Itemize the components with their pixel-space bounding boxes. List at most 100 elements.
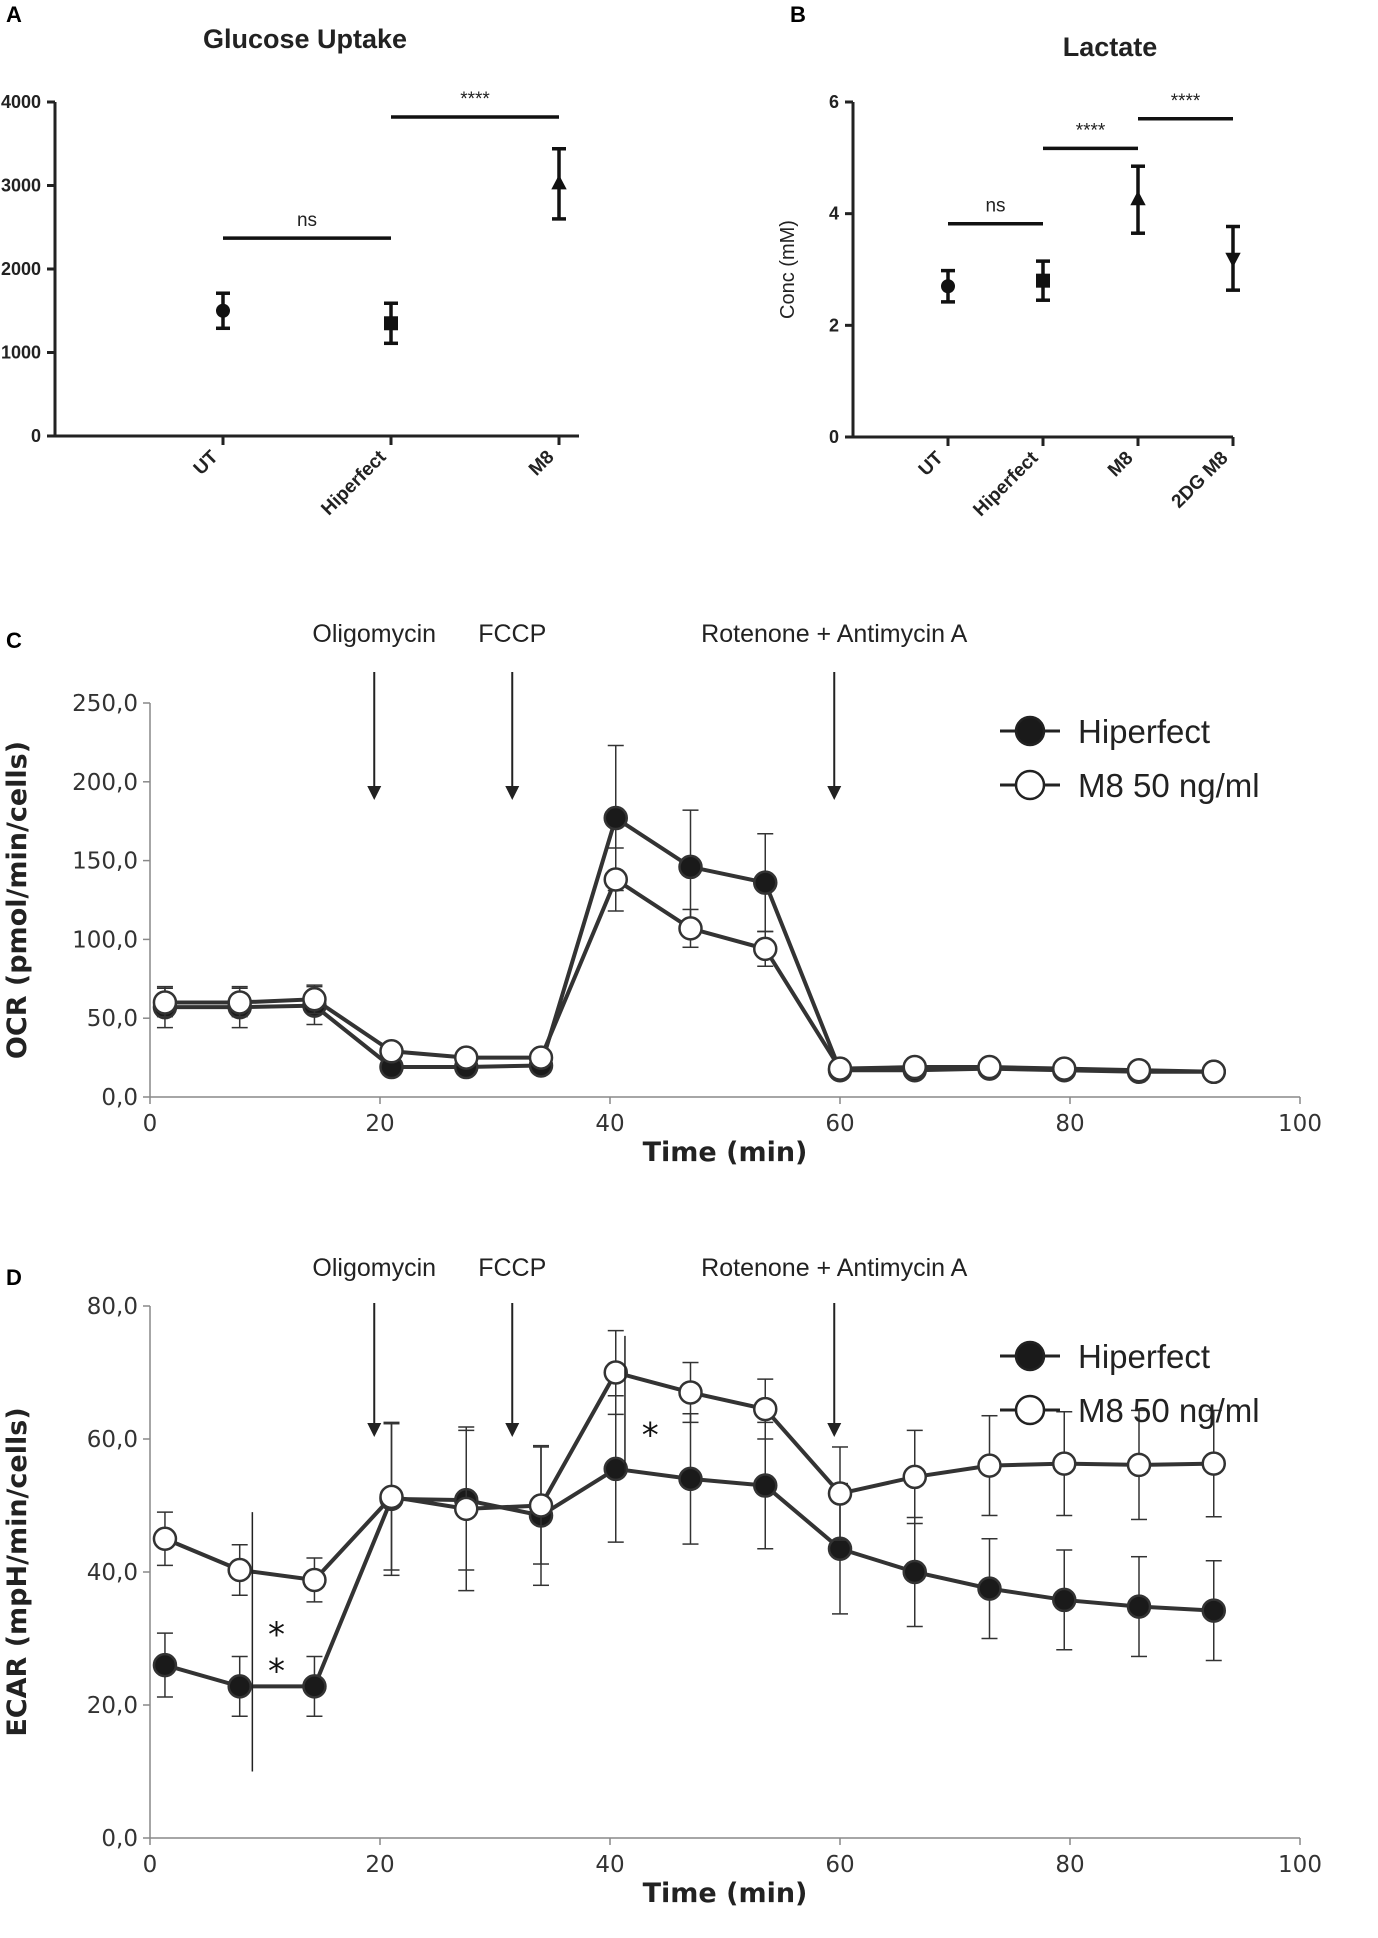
y-tick-label: 3000 [1,176,41,196]
data-point [528,1045,554,1070]
data-point [1201,1059,1226,1085]
data-point [678,1380,703,1405]
y-tick-label: 0,0 [101,1085,138,1111]
significance-star: * [268,1615,285,1655]
category-label: UT [915,447,948,480]
data-point [1126,1594,1152,1619]
panel-letter-b: B [790,2,806,27]
arrow-head [367,786,382,800]
data-point [227,1557,252,1583]
x-tick-label: 80 [1055,1852,1084,1878]
data-point [1052,1056,1077,1081]
panel-letter-a: A [6,2,22,27]
data-point [1201,1451,1226,1476]
marker [1036,273,1050,288]
chart-ecar: 0,0 20,0 40,0 60,0 80,0 0 20 40 60 80 100 Time (min… [2,1254,1322,1909]
data-point [1126,1057,1152,1083]
legend-marker [1014,715,1046,747]
legend-marker [1014,769,1046,801]
injection-marker: FCCP [478,620,546,800]
chart-title: Glucose Uptake [203,24,407,54]
data-point [1130,164,1146,235]
data-point [827,1056,853,1081]
injection-marker: FCCP [478,1254,546,1437]
y-tick-label: 4000 [1,92,41,112]
y-tick-label: 4 [829,204,839,224]
data-point [753,1473,778,1498]
series-m8 [152,847,1226,1085]
data-point [603,1456,628,1482]
y-tick-label: 250,0 [72,691,138,717]
x-tick-label: 20 [365,1852,394,1878]
injection-label: FCCP [478,1254,546,1282]
legend-entry: Hiperfect [1000,1338,1210,1375]
y-tick-label: 150,0 [72,849,138,875]
data-point [302,1674,327,1699]
data-point [379,1039,404,1064]
y-tick-label: 80,0 [87,1294,138,1320]
data-point [977,1054,1002,1080]
category-label: Hiperfect [969,447,1043,521]
arrow-head [367,1423,382,1437]
data-point [302,1567,327,1593]
data-point [528,1493,554,1518]
y-axis-label: OCR (pmol/min/cells) [2,741,33,1059]
legend-label: Hiperfect [1078,1338,1210,1375]
data-point [753,1396,778,1422]
panel-letter-c: C [6,628,22,653]
injection-marker: Oligomycin [312,1254,436,1437]
chart-title: Lactate [1063,32,1158,62]
marker [216,303,230,318]
chart-ocr: 0,0 50,0 100,0 150,0 200,0 250,0 0 20 40 60 80 100 T… [2,620,1322,1168]
data-point [227,990,252,1015]
data-point [152,1526,178,1551]
data-point [902,1464,927,1490]
x-tick-label: 0 [143,1852,158,1878]
data-point [753,870,778,895]
x-tick-label: 100 [1278,1111,1322,1137]
data-point [603,867,628,892]
data-point [603,805,628,831]
x-tick-label: 60 [825,1111,854,1137]
data-point [551,147,567,221]
significance-label: **** [1171,91,1201,112]
data-point [941,268,955,304]
data-point [1126,1452,1152,1478]
chart-lactate: Lactate 0 2 4 6 Conc (mM) UT Hiperfect M8 2DG M8 n… [777,32,1241,521]
injection-marker: Rotenone + Antimycin A [701,1254,968,1437]
injection-label: Oligomycin [312,620,436,648]
y-tick-label: 0 [31,426,41,446]
y-tick-label: 200,0 [72,770,138,796]
injection-marker: Rotenone + Antimycin A [701,620,968,800]
y-tick-label: 100,0 [72,927,138,953]
data-point [678,854,703,880]
x-axis-label: Time (min) [643,1137,808,1168]
x-tick-label: 20 [365,1111,394,1137]
category-label: 2DG M8 [1168,448,1233,513]
data-point [827,1481,853,1506]
injection-marker: Oligomycin [312,620,436,800]
x-tick-label: 0 [143,1111,158,1137]
legend-entry: M8 50 ng/ml [1000,1392,1260,1429]
y-tick-label: 60,0 [87,1427,138,1453]
series-m8 [152,1329,1226,1603]
injection-label: Rotenone + Antimycin A [701,1254,967,1282]
legend-marker [1014,1394,1046,1426]
category-label: M8 [525,447,559,481]
legend-label: M8 50 ng/ml [1078,767,1260,804]
y-tick-label: 50,0 [87,1006,138,1032]
y-tick-label: 1000 [1,343,41,363]
data-point [384,301,398,346]
category-label: UT [190,446,223,479]
marker [1225,252,1241,268]
legend-label: Hiperfect [1078,713,1210,750]
injection-label: Oligomycin [312,1254,436,1282]
data-point [902,1054,927,1080]
data-point [1201,1598,1226,1623]
data-point [379,1484,404,1510]
x-tick-label: 60 [825,1852,854,1878]
data-point [1052,1451,1077,1476]
significance-label: **** [1076,120,1106,141]
y-axis-label: ECAR (mpH/min/cells) [2,1407,33,1736]
